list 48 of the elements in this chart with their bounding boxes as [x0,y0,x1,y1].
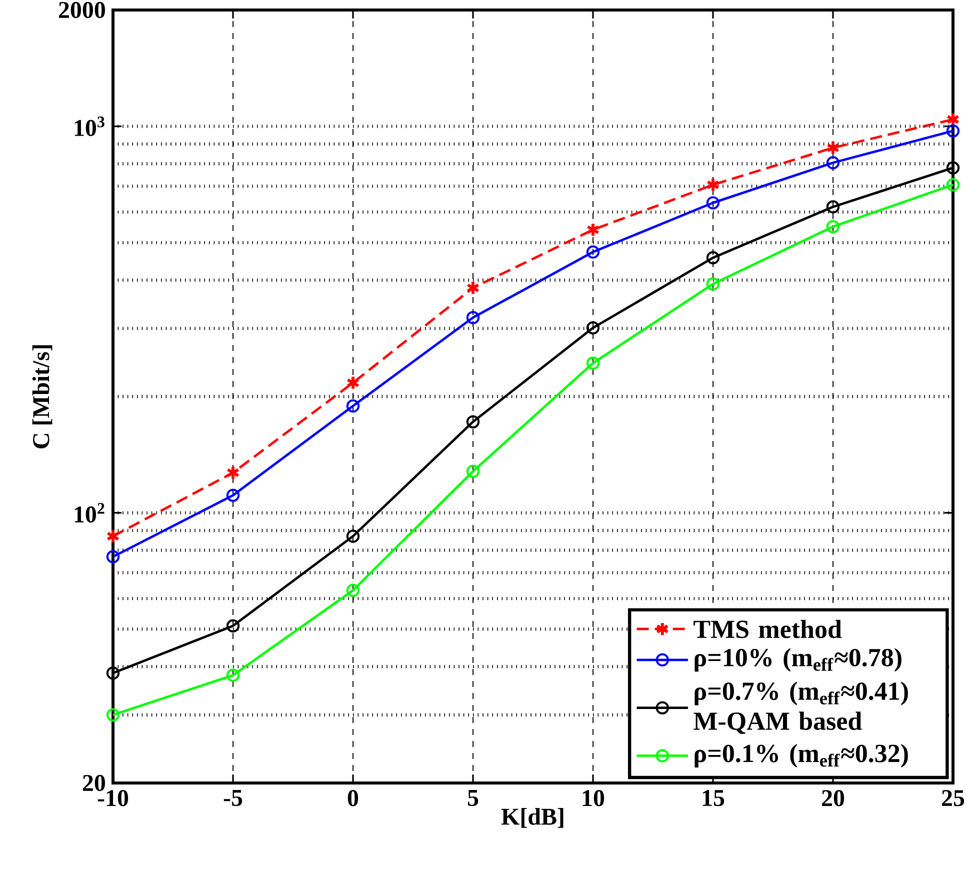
x-tick-label: 10 [582,790,604,806]
legend-label: TMS method [694,620,842,638]
x-tick-label: 0 [348,790,358,806]
point [946,178,960,192]
point [826,140,840,156]
point [706,277,720,291]
point [706,196,720,210]
y-tick-label: 20 [82,774,106,792]
point [826,200,840,214]
point [466,415,480,428]
point [946,124,960,138]
point [586,356,600,370]
point [226,465,240,480]
point [586,222,600,238]
y-axis-title: C [Mbit/s] [32,345,52,448]
x-tick-label: 20 [822,790,844,806]
point [586,245,600,259]
point [826,156,840,170]
x-tick-label: 15 [702,790,724,806]
legend-label: ρ=0.1% (m$_{eff}$≈0.32) [694,744,908,768]
x-tick-label: 25 [942,790,964,806]
point [226,619,240,632]
point [106,550,120,564]
point [226,488,240,502]
point [106,708,120,722]
legend-label: ρ=10% (m$_{eff}$≈0.78) [694,648,902,672]
y-tick-label: 2000 [58,2,106,18]
y-tick-label: 10$^{2}$ [74,503,104,523]
point [346,375,360,390]
x-axis-title: K[dB] [501,808,564,828]
point [106,666,120,680]
point [346,584,360,597]
x-tick-label: -5 [224,790,242,806]
point [706,251,720,264]
point [226,668,240,682]
point [706,177,720,192]
point [346,530,360,543]
x-tick-label: 5 [468,790,478,806]
x-tick-label: -10 [98,790,128,806]
point [826,220,840,234]
point [106,528,120,544]
point [466,280,480,296]
point [586,321,600,334]
point [466,464,480,478]
y-tick-label: 10$^{3}$ [74,116,104,136]
point [466,310,480,324]
point [946,161,960,174]
point [346,399,360,413]
